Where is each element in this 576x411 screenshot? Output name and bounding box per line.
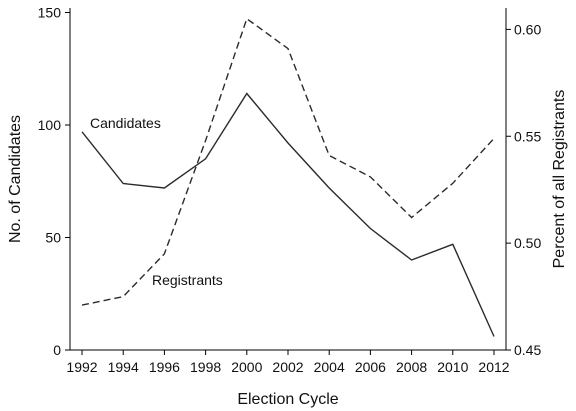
left-y-axis-title: No. of Candidates	[7, 115, 24, 243]
series-line-candidates	[81, 92, 495, 337]
data-point-registrants	[122, 295, 125, 298]
x-tick-label: 2010	[437, 359, 468, 375]
right-y-tick-label: 0.55	[514, 128, 541, 144]
candidates-annotation: Candidates	[90, 115, 161, 131]
x-tick-label: 1994	[108, 359, 139, 375]
x-tick-label: 1998	[190, 359, 221, 375]
right-y-tick-label: 0.45	[514, 342, 541, 358]
x-tick-label: 2000	[231, 359, 262, 375]
ticks-group: 1992 1994 1996 1998 2000 2002 2004 2006 2008 2010…	[38, 5, 542, 376]
x-tick-label: 2004	[314, 359, 345, 375]
series-line-registrants	[81, 17, 495, 306]
x-tick-label: 1996	[149, 359, 180, 375]
x-axis-title: Election Cycle	[237, 391, 338, 408]
left-y-tick-label: 100	[38, 117, 62, 133]
x-tick-label: 1992	[66, 359, 97, 375]
x-tick-label: 2006	[355, 359, 386, 375]
x-tick-label: 2012	[478, 359, 509, 375]
data-point-registrants	[493, 137, 496, 140]
right-y-tick-label: 0.50	[514, 235, 541, 251]
left-y-tick-label: 50	[45, 230, 61, 246]
left-y-tick-label: 150	[38, 5, 62, 21]
right-y-tick-label: 0.60	[514, 21, 541, 37]
left-y-tick-label: 0	[53, 342, 61, 358]
series-group	[81, 17, 496, 337]
registrants-annotation: Registrants	[152, 272, 223, 288]
axes-group	[69, 8, 507, 351]
x-tick-label: 2008	[396, 359, 427, 375]
right-y-axis-title: Percent of all Registrants	[551, 90, 568, 269]
x-tick-label: 2002	[272, 359, 303, 375]
